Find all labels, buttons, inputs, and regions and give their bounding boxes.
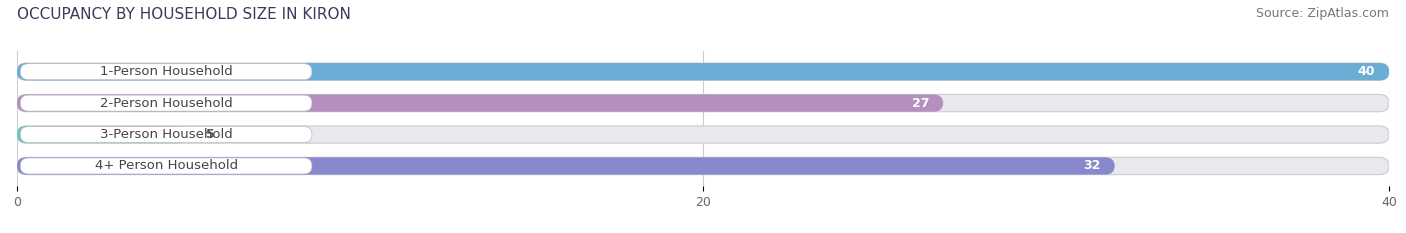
Text: 5: 5 — [205, 128, 214, 141]
Text: OCCUPANCY BY HOUSEHOLD SIZE IN KIRON: OCCUPANCY BY HOUSEHOLD SIZE IN KIRON — [17, 7, 350, 22]
FancyBboxPatch shape — [17, 94, 943, 112]
FancyBboxPatch shape — [20, 95, 312, 111]
Text: 32: 32 — [1084, 159, 1101, 172]
FancyBboxPatch shape — [20, 158, 312, 174]
Text: 3-Person Household: 3-Person Household — [100, 128, 232, 141]
Text: 1-Person Household: 1-Person Household — [100, 65, 232, 78]
Text: 2-Person Household: 2-Person Household — [100, 97, 232, 110]
FancyBboxPatch shape — [20, 127, 312, 143]
FancyBboxPatch shape — [17, 94, 1389, 112]
FancyBboxPatch shape — [17, 126, 1389, 143]
FancyBboxPatch shape — [17, 63, 1389, 80]
FancyBboxPatch shape — [17, 63, 1389, 80]
FancyBboxPatch shape — [17, 157, 1389, 175]
Text: 4+ Person Household: 4+ Person Household — [94, 159, 238, 172]
FancyBboxPatch shape — [17, 157, 1115, 175]
FancyBboxPatch shape — [20, 64, 312, 80]
FancyBboxPatch shape — [17, 126, 188, 143]
Text: Source: ZipAtlas.com: Source: ZipAtlas.com — [1256, 7, 1389, 20]
Text: 40: 40 — [1358, 65, 1375, 78]
Text: 27: 27 — [912, 97, 929, 110]
